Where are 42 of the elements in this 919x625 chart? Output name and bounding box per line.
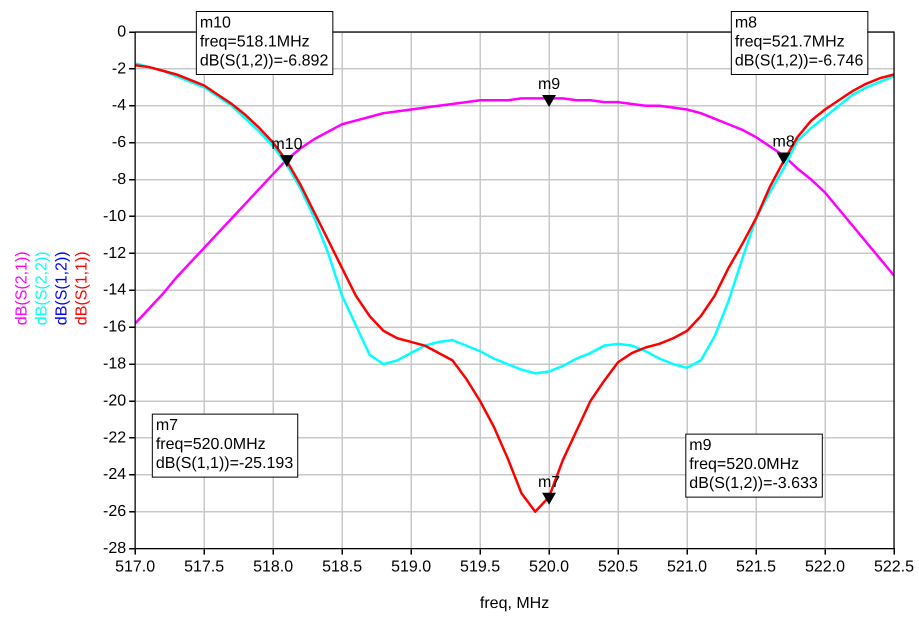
point <box>542 492 556 505</box>
x-axis-title: freq, MHz <box>480 594 550 612</box>
x-tick-label: 520.0 <box>529 558 570 576</box>
x-tick-label: 518.5 <box>322 558 362 576</box>
y-tick-label: -18 <box>103 356 126 373</box>
y-tick-label: -22 <box>103 429 126 446</box>
y-tick-label: -14 <box>103 282 126 299</box>
y-tick-label: -10 <box>103 208 126 225</box>
y-tick-label: -16 <box>103 318 126 336</box>
y-tick-label: -28 <box>103 540 126 558</box>
annotation: m9 freq=520.0MHz dB(S(1,2))=-3.633 <box>689 437 818 492</box>
annotation: m8 freq=521.7MHz dB(S(1,2))=-6.746 <box>734 14 864 70</box>
y-tick-label: -2 <box>112 60 126 78</box>
y-tick-label: 0 <box>117 23 126 40</box>
x-tick-label: 520.5 <box>598 558 638 576</box>
x-tick-label: 519.0 <box>391 558 432 576</box>
point <box>280 155 294 168</box>
x-tick-label: 521.5 <box>736 558 776 576</box>
y-tick-label: -24 <box>103 466 126 484</box>
text: dB(S(2,1)) <box>13 251 30 326</box>
legend-label: dB(S(1,2)) <box>53 251 70 326</box>
x-tick-label: 518.0 <box>253 558 294 576</box>
x-tick-label: 522.0 <box>804 558 846 576</box>
x-tick-label: 517.5 <box>184 558 224 576</box>
y-tick-label: -12 <box>103 244 126 262</box>
x-tick-label: 517.0 <box>115 558 156 576</box>
point <box>542 95 556 108</box>
y-tick-label: -20 <box>103 392 126 410</box>
annotation: m10 freq=518.1MHz dB(S(1,2))=-6.892 <box>200 14 328 70</box>
annotation: m9 <box>538 76 560 94</box>
y-tick-label: -26 <box>103 503 126 520</box>
x-tick-label: 519.5 <box>460 558 500 576</box>
point <box>776 152 791 164</box>
y-tick-label: -6 <box>112 134 126 152</box>
annotation: m8 <box>772 133 795 150</box>
y-tick-label: -4 <box>112 97 126 114</box>
x-tick-label: 522.5 <box>874 558 914 576</box>
text: dB(S(1,1)) <box>73 251 90 326</box>
annotation: m7 freq=520.0MHz dB(S(1,1))=-25.193 <box>156 417 294 472</box>
y-tick-label: -8 <box>112 171 126 188</box>
text: dB(S(2,2)) <box>33 251 50 326</box>
x-tick-label: 521.0 <box>667 558 708 576</box>
